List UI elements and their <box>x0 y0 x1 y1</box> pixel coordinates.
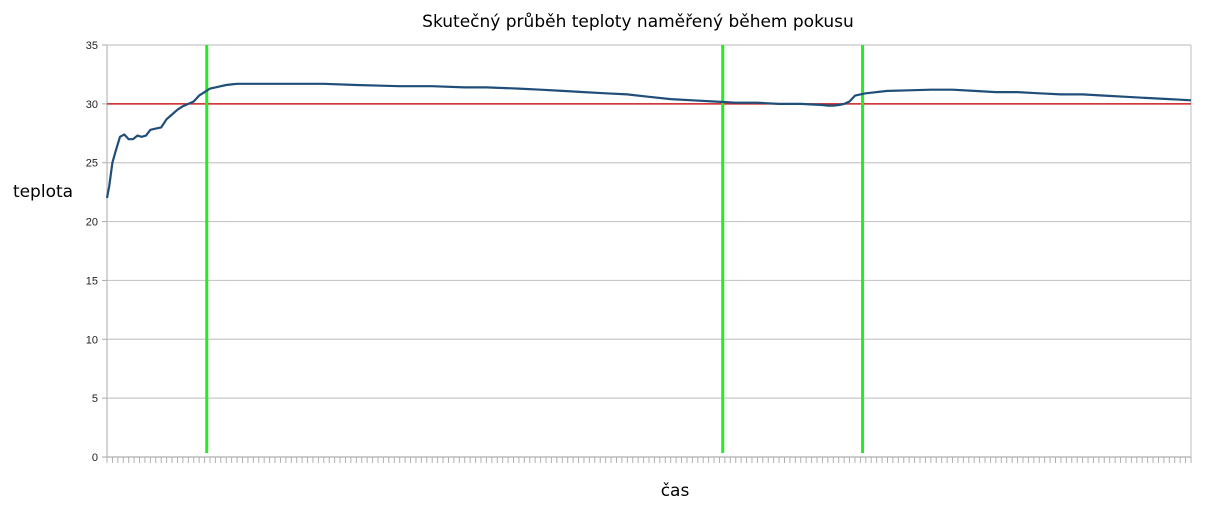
y-tick-labels: 0 5 10 15 20 25 30 35 <box>86 40 98 464</box>
chart-title: Skutečný průběh teploty naměřený během p… <box>422 12 854 32</box>
series-line-0 <box>105 82 1192 199</box>
y-tick-label-15: 15 <box>86 275 98 287</box>
series-layer <box>105 82 1192 199</box>
y-tick-label-35: 35 <box>86 40 98 52</box>
y-tick-label-30: 30 <box>86 99 98 111</box>
reference-lines <box>107 45 1191 453</box>
x-axis-title: čas <box>661 481 690 501</box>
y-tick-label-20: 20 <box>86 217 98 229</box>
y-tick-label-25: 25 <box>86 158 98 170</box>
y-tick-label-5: 5 <box>92 393 98 405</box>
y-tick-label-0: 0 <box>92 452 98 464</box>
axes <box>102 44 1192 463</box>
y-axis-title: teplota <box>13 182 73 202</box>
y-tick-label-10: 10 <box>86 334 98 346</box>
grid <box>107 44 1191 458</box>
